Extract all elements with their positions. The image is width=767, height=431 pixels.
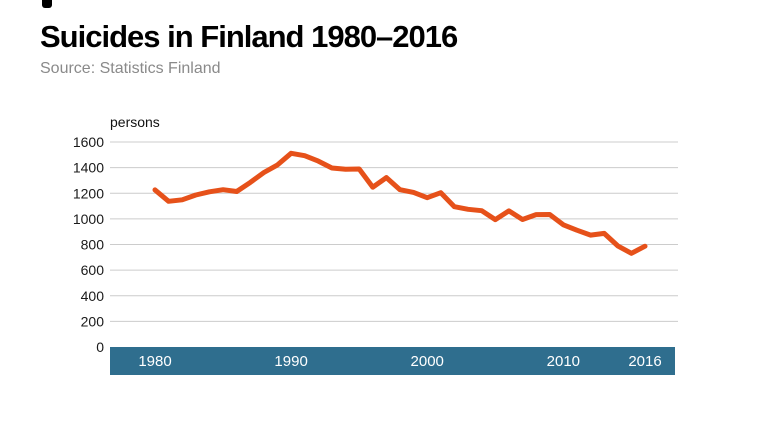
y-tick-label-200: 200 [81, 313, 105, 329]
chart-source: Source: Statistics Finland [40, 60, 221, 77]
y-tick-label-800: 800 [81, 237, 105, 253]
x-tick-label-1990: 1990 [274, 353, 307, 370]
data-line-suicides [152, 150, 648, 256]
y-tick-label-1000: 1000 [73, 211, 104, 227]
y-tick-label-600: 600 [81, 262, 105, 278]
y-tick-label-1200: 1200 [73, 185, 104, 201]
x-axis-band [110, 347, 675, 375]
y-tick-label-400: 400 [81, 288, 105, 304]
x-tick-label-1980: 1980 [138, 353, 171, 370]
x-tick-label-2000: 2000 [411, 353, 444, 370]
top-edge-logo-fragment [42, 0, 52, 8]
chart-title: Suicides in Finland 1980–2016 [40, 19, 458, 54]
y-tick-label-1400: 1400 [73, 160, 104, 176]
y-tick-label-1600: 1600 [73, 134, 104, 150]
y-tick-label-0: 0 [96, 339, 104, 355]
x-tick-label-2016: 2016 [628, 353, 661, 370]
x-tick-label-2010: 2010 [547, 353, 580, 370]
y-axis-unit-label: persons [110, 114, 160, 130]
